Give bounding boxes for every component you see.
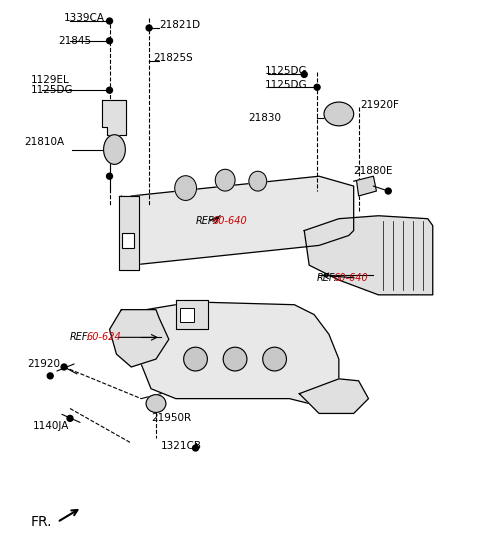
- Text: 1140JA: 1140JA: [33, 421, 69, 431]
- Circle shape: [184, 347, 207, 371]
- Polygon shape: [304, 216, 433, 295]
- Ellipse shape: [216, 169, 235, 191]
- Text: FR.: FR.: [30, 515, 52, 529]
- Text: 21825S: 21825S: [153, 53, 193, 63]
- Text: 60-640: 60-640: [334, 273, 369, 283]
- Circle shape: [107, 87, 112, 93]
- Text: REF.: REF.: [195, 216, 216, 226]
- Circle shape: [47, 373, 53, 379]
- FancyBboxPatch shape: [180, 307, 193, 321]
- Polygon shape: [120, 196, 139, 270]
- Polygon shape: [109, 310, 169, 367]
- Text: 21880E: 21880E: [354, 166, 393, 176]
- Polygon shape: [300, 379, 369, 413]
- FancyBboxPatch shape: [122, 232, 134, 249]
- Ellipse shape: [324, 102, 354, 126]
- Ellipse shape: [175, 176, 196, 200]
- Circle shape: [146, 25, 152, 31]
- Text: 21920: 21920: [27, 359, 60, 369]
- Text: 1339CA: 1339CA: [64, 13, 105, 23]
- Polygon shape: [354, 176, 376, 196]
- Ellipse shape: [104, 135, 125, 164]
- Circle shape: [385, 188, 391, 194]
- Polygon shape: [121, 176, 354, 265]
- Circle shape: [107, 18, 112, 24]
- Ellipse shape: [249, 171, 267, 191]
- Text: REF.: REF.: [70, 332, 90, 342]
- Circle shape: [107, 173, 112, 179]
- Circle shape: [192, 445, 199, 451]
- Circle shape: [301, 72, 307, 77]
- Text: 1129EL: 1129EL: [30, 76, 69, 85]
- Text: 21920F: 21920F: [360, 100, 399, 110]
- Circle shape: [314, 85, 320, 90]
- Circle shape: [263, 347, 287, 371]
- Circle shape: [223, 347, 247, 371]
- Ellipse shape: [146, 395, 166, 413]
- Text: 1125DG: 1125DG: [264, 67, 307, 77]
- Text: 60-640: 60-640: [212, 216, 247, 226]
- Text: 1125DG: 1125DG: [264, 80, 307, 90]
- Text: 21810A: 21810A: [24, 137, 65, 147]
- Polygon shape: [176, 300, 208, 329]
- Text: 21950R: 21950R: [151, 413, 191, 423]
- Text: 21845: 21845: [58, 36, 91, 46]
- Circle shape: [107, 38, 112, 44]
- Text: 1321CB: 1321CB: [161, 441, 202, 451]
- Text: 1125DG: 1125DG: [30, 85, 73, 95]
- Text: 21821D: 21821D: [159, 20, 200, 30]
- Polygon shape: [141, 302, 339, 404]
- Circle shape: [61, 364, 67, 370]
- Text: 60-624: 60-624: [86, 332, 121, 342]
- Polygon shape: [102, 100, 126, 135]
- Circle shape: [67, 416, 73, 421]
- Text: 21830: 21830: [248, 113, 281, 123]
- Text: REF.: REF.: [317, 273, 337, 283]
